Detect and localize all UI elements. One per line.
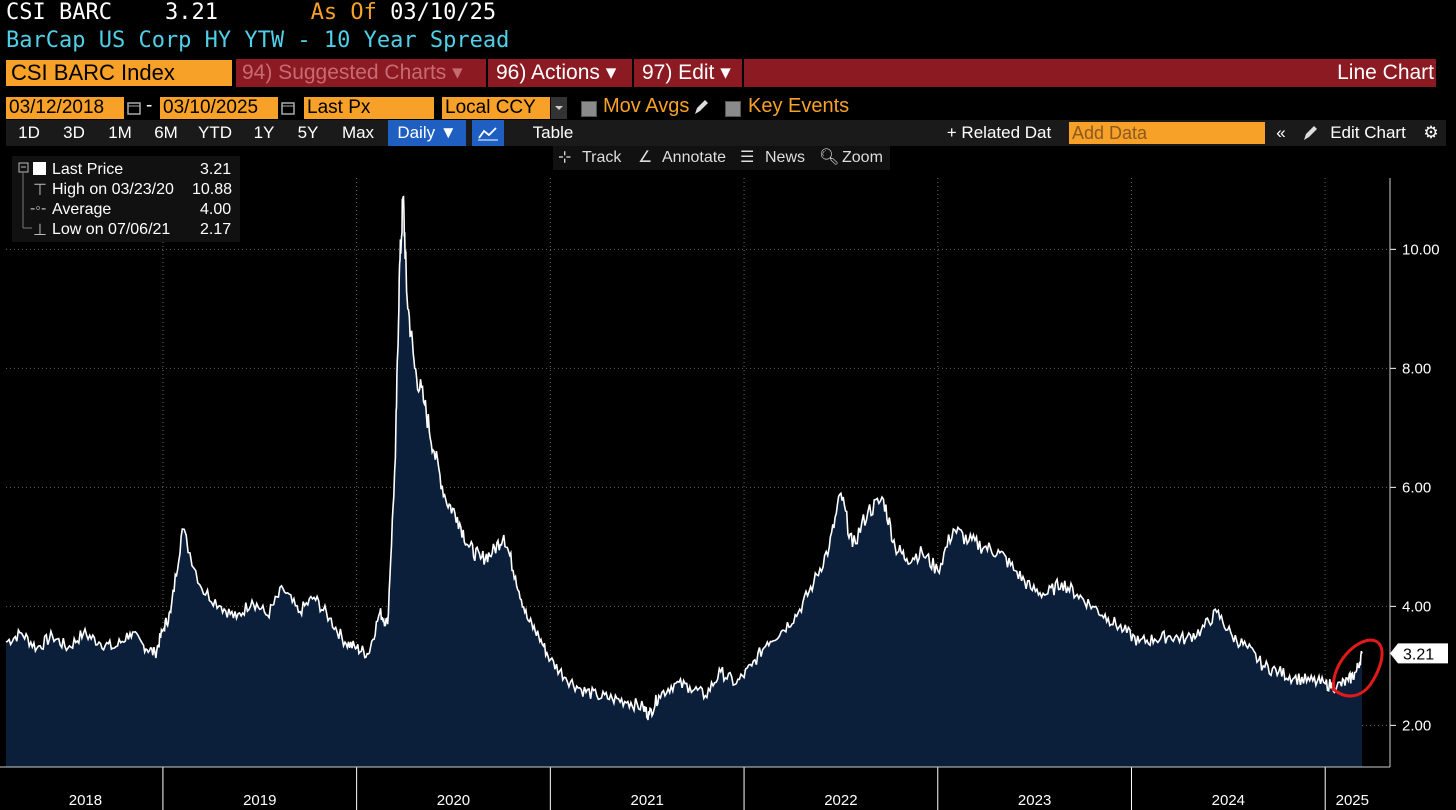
x-tick-label: 2021: [631, 792, 664, 809]
high-marker-icon: ⊤: [33, 182, 47, 199]
average-marker-icon: -◦-: [30, 200, 47, 217]
period-button[interactable]: YTD: [198, 123, 232, 142]
x-tick-label: 2022: [824, 792, 857, 809]
last-value-marker: [1390, 643, 1448, 664]
calendar-icon[interactable]: [280, 97, 296, 119]
line-chart-icon[interactable]: [472, 120, 504, 146]
as-of-label: As Of: [310, 0, 377, 25]
date-to-input[interactable]: 03/10/2025: [160, 97, 278, 119]
legend-low-value: 2.17: [200, 221, 232, 238]
zoom-tool[interactable]: Zoom: [842, 149, 883, 166]
y-tick-label: 4.00: [1402, 598, 1431, 615]
zoom-icon: 🔍︎: [819, 149, 840, 166]
actions-menu[interactable]: 96) Actions ▾: [496, 61, 617, 84]
period-button[interactable]: Max: [341, 123, 375, 142]
x-tick-label: 2019: [243, 792, 276, 809]
legend-low-label: Low on 07/06/21: [52, 221, 171, 238]
last-value-label: 3.21: [1403, 646, 1434, 663]
x-tick-label: 2023: [1018, 792, 1051, 809]
period-button[interactable]: 1M: [108, 123, 132, 142]
y-tick-label: 10.00: [1402, 241, 1440, 258]
menu-divider: [742, 59, 744, 87]
legend-avg-label: Average: [52, 201, 112, 218]
legend-last-value: 3.21: [200, 161, 232, 178]
series-line: [5, 195, 1363, 721]
chart-type-label[interactable]: Line Chart: [1337, 61, 1434, 84]
annotate-tool[interactable]: Annotate: [662, 149, 727, 166]
legend-last-label: Last Price: [52, 161, 124, 178]
field-select[interactable]: Last Px: [304, 97, 434, 119]
edit-menu[interactable]: 97) Edit ▾: [642, 61, 731, 84]
add-data-input[interactable]: Add Data: [1069, 122, 1265, 144]
date-range-dash: -: [146, 95, 153, 116]
annotate-icon: ∠: [638, 149, 653, 166]
y-tick-label: 8.00: [1402, 360, 1431, 377]
currency-select[interactable]: Local CCY: [442, 97, 550, 119]
news-tool[interactable]: News: [765, 149, 806, 166]
x-tick-label: 2020: [437, 792, 470, 809]
chevron-down-icon[interactable]: [551, 97, 567, 119]
calendar-icon[interactable]: [126, 97, 142, 119]
legend-tree-icon: [18, 162, 34, 232]
menu-bar: [236, 59, 1436, 87]
related-data-button[interactable]: + Related Dat: [946, 123, 1052, 142]
crosshair-icon: ⊹: [558, 149, 572, 166]
edit-chart-button[interactable]: Edit Chart: [1330, 123, 1406, 142]
security-description: BarCap US Corp HY YTW - 10 Year Spread: [6, 28, 510, 53]
series-color-swatch[interactable]: [33, 162, 46, 175]
low-marker-icon: ⊥: [33, 222, 47, 239]
gear-icon[interactable]: ⚙: [1423, 123, 1439, 142]
table-button[interactable]: Table: [532, 123, 574, 142]
menu-divider: [632, 59, 634, 87]
legend-avg-value: 4.00: [200, 201, 232, 218]
news-icon: ☰: [740, 149, 755, 166]
last-value: 3.21: [164, 0, 218, 25]
period-button[interactable]: 3D: [63, 123, 85, 142]
chart-tools-bar: [553, 146, 890, 170]
key-events-checkbox[interactable]: [725, 101, 741, 117]
pencil-icon: [1302, 124, 1320, 147]
pencil-icon[interactable]: [692, 97, 710, 122]
mov-avgs-label: Mov Avgs: [603, 95, 690, 117]
legend-high-value: 10.88: [192, 181, 233, 198]
period-button[interactable]: 6M: [154, 123, 178, 142]
legend-box: [12, 156, 240, 242]
x-tick-label: 2025: [1336, 792, 1369, 809]
ticker-label: CSI BARC: [6, 0, 112, 25]
key-events-label: Key Events: [748, 95, 850, 117]
menu-divider: [486, 59, 488, 87]
series-area: [6, 196, 1362, 768]
x-tick-label: 2018: [69, 792, 102, 809]
x-tick-label: 2024: [1212, 792, 1245, 809]
security-input[interactable]: CSI BARC Index: [6, 60, 232, 86]
mov-avgs-checkbox[interactable]: [581, 101, 597, 117]
y-tick-label: 2.00: [1402, 717, 1431, 734]
frequency-dropdown[interactable]: Daily ▼: [388, 120, 466, 146]
track-tool[interactable]: Track: [582, 149, 622, 166]
period-button[interactable]: 5Y: [297, 123, 319, 142]
date-from-input[interactable]: 03/12/2018: [6, 97, 124, 119]
y-tick-label: 6.00: [1402, 479, 1431, 496]
collapse-icon[interactable]: «: [1276, 123, 1286, 142]
period-button[interactable]: 1Y: [253, 123, 275, 142]
header-line: CSI BARC 3.21 As Of 03/10/25: [6, 0, 496, 25]
highlight-circle: [1330, 638, 1384, 698]
as-of-date: 03/10/25: [390, 0, 497, 25]
legend-high-label: High on 03/23/20: [52, 181, 174, 198]
period-button[interactable]: 1D: [18, 123, 40, 142]
suggested-charts-menu[interactable]: 94) Suggested Charts ▾: [242, 61, 463, 84]
